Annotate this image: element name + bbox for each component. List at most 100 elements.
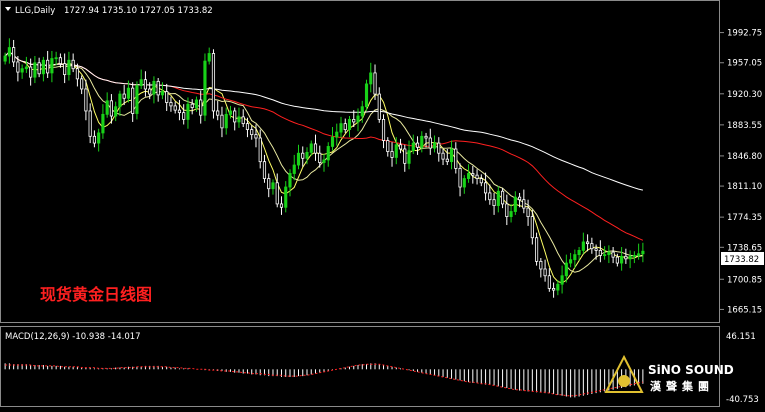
candle-body — [254, 134, 258, 139]
candle-body — [581, 241, 585, 251]
candle-body — [505, 203, 509, 217]
candle-body — [50, 58, 54, 74]
candle-body — [126, 87, 130, 99]
candle-body — [190, 103, 194, 108]
candle-body — [224, 113, 228, 129]
candle-body — [267, 178, 271, 190]
candle-body — [105, 100, 109, 115]
candle-body — [330, 136, 335, 147]
candle-body — [211, 53, 216, 112]
candle-body — [46, 59, 50, 74]
candle-body — [539, 260, 543, 270]
candle-body — [275, 182, 279, 205]
price-tick-label: 1957.05 — [727, 59, 762, 69]
candle-body — [488, 192, 492, 201]
candle-body — [615, 256, 619, 264]
candle-body — [322, 159, 326, 163]
macd-max-tick: 46.151 — [726, 332, 756, 342]
candle-body — [594, 248, 598, 251]
candle-body — [632, 255, 636, 257]
candle-body — [386, 140, 390, 152]
price-tick-label: 1883.55 — [727, 121, 762, 131]
candle-body — [471, 173, 475, 176]
candle-body — [462, 178, 466, 188]
candle-body — [84, 88, 88, 112]
candle-body — [356, 115, 360, 123]
logo-emblem-icon — [618, 375, 630, 387]
candle-body — [284, 186, 288, 208]
candle-body — [573, 254, 577, 261]
candle-body — [109, 100, 113, 117]
candle-body — [279, 203, 284, 208]
symbol-dropdown-icon[interactable] — [5, 7, 11, 11]
candle-body — [186, 103, 190, 120]
candle-body — [526, 207, 530, 217]
candle-body — [441, 152, 445, 160]
candle-body — [347, 119, 352, 130]
macd-histogram — [4, 363, 644, 398]
candle-body — [139, 79, 143, 87]
candle-body — [101, 113, 105, 134]
price-axis: 1992.75 1957.05 1920.30 1883.55 1846.80 1811.… — [719, 29, 762, 315]
candle-body — [364, 83, 369, 108]
candle-body — [598, 249, 602, 256]
candle-body — [156, 80, 160, 96]
candle-body — [199, 99, 203, 116]
macd-min-tick: -40.753 — [726, 395, 759, 405]
candle-body — [547, 275, 551, 289]
candle-body — [407, 150, 411, 164]
candle-body — [394, 144, 398, 158]
logo-sub-text: 漢聲集團 — [650, 379, 714, 393]
candle-body — [543, 268, 547, 277]
macd-signal-line — [5, 363, 643, 397]
candle-body — [339, 123, 343, 133]
candle-body — [296, 152, 301, 166]
candle-body — [216, 110, 220, 116]
price-tick-label: 1920.30 — [727, 90, 762, 100]
candle-body — [398, 144, 403, 150]
candle-body — [20, 68, 24, 73]
macd-panel-frame — [0, 326, 720, 407]
candle-body — [535, 237, 539, 262]
candle-body — [194, 99, 199, 108]
candle-body — [603, 254, 607, 257]
candle-body — [75, 68, 79, 80]
candle-body — [97, 132, 101, 144]
candle-body — [177, 109, 182, 114]
candle-body — [479, 178, 483, 184]
candle-body — [118, 93, 122, 108]
ohlc-label: 1727.94 1735.10 1727.05 1733.82 — [64, 6, 213, 16]
candle-body — [305, 151, 309, 159]
candle-body — [24, 66, 28, 70]
candle-body — [403, 148, 407, 164]
price-tick-label: 1811.10 — [727, 182, 762, 192]
candle-body — [152, 80, 156, 95]
candle-body — [513, 196, 517, 212]
candle-body — [250, 129, 254, 136]
ma-long-line — [4, 51, 644, 191]
candle-body — [182, 112, 186, 120]
candle-body — [122, 93, 126, 99]
candle-body — [131, 87, 135, 114]
candle-body — [92, 135, 96, 144]
candle-body — [67, 59, 71, 76]
candle-body — [377, 93, 381, 120]
candle-body — [37, 62, 41, 75]
candle-body — [241, 116, 245, 125]
candle-body — [88, 110, 92, 137]
candle-body — [71, 59, 75, 70]
candle-body — [586, 241, 590, 245]
candle-body — [556, 283, 560, 291]
price-tick-label: 1700.85 — [727, 275, 762, 285]
candle-body — [492, 199, 496, 207]
candle-body — [313, 143, 318, 154]
logo-triangle-icon — [604, 354, 644, 393]
candle-body — [33, 62, 37, 78]
candle-body — [301, 152, 305, 159]
price-tick-label: 1738.65 — [727, 243, 762, 253]
candle-body — [637, 253, 641, 256]
candle-body — [80, 78, 84, 90]
symbol-label: LLG,Daily — [15, 6, 55, 16]
candle-body — [3, 55, 7, 62]
